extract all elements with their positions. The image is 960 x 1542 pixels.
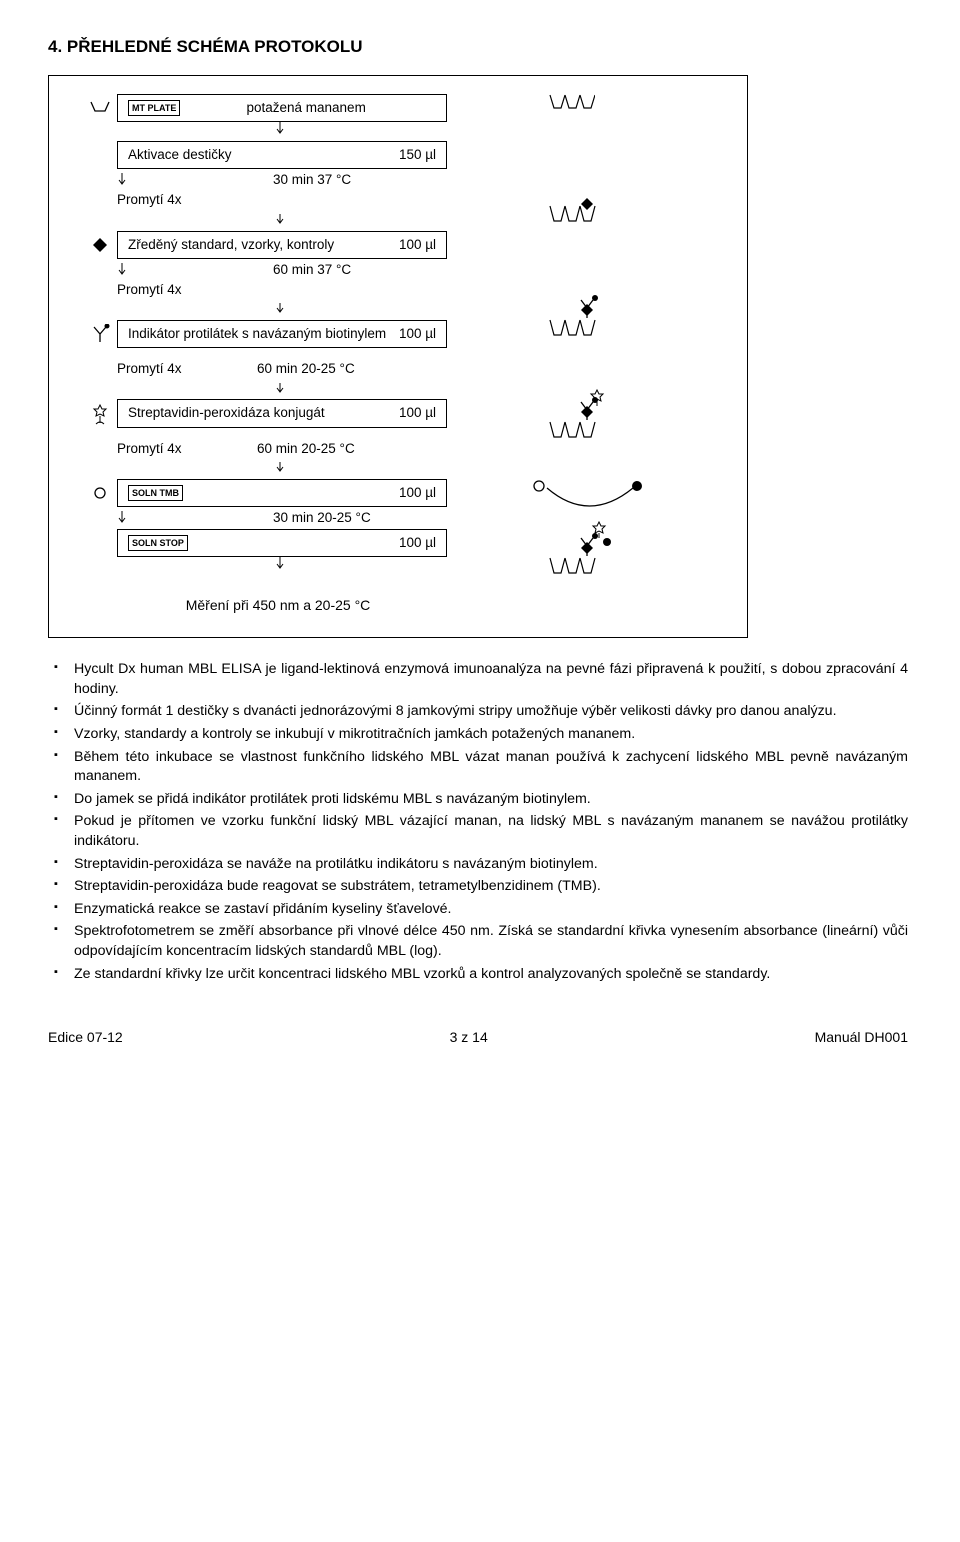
list-item: Streptavidin-peroxidáza se naváže na pro… [48, 855, 908, 875]
step-conjugate: Streptavidin-peroxidáza konjugát 100 µl [117, 399, 447, 427]
protocol-schema: MT PLATE potažená mananem Aktivace desti… [48, 75, 748, 638]
step-standard: Zředěný standard, vzorky, kontroly 100 µ… [117, 231, 447, 259]
bullet-list: Hycult Dx human MBL ELISA je ligand-lekt… [48, 660, 908, 984]
step2-time: 60 min 37 °C [273, 261, 351, 279]
soln-tmb-tag: SOLN TMB [128, 485, 183, 501]
enzyme-icon [83, 403, 117, 425]
wells-icon-1 [549, 94, 595, 112]
list-item: Účinný formát 1 destičky s dvanácti jedn… [48, 702, 908, 722]
diamond-icon [83, 237, 117, 253]
list-item: Hycult Dx human MBL ELISA je ligand-lekt… [48, 660, 908, 699]
step4-time: 60 min 20-25 °C [257, 440, 355, 458]
list-item: Během této inkubace se vlastnost funkční… [48, 748, 908, 787]
wash-2: Promytí 4x [117, 281, 257, 299]
mt-plate-tag: MT PLATE [128, 100, 180, 116]
footer-center: 3 z 14 [450, 1028, 488, 1047]
reaction-arc-icon [529, 476, 649, 516]
list-item: Enzymatická reakce se zastaví přidáním k… [48, 900, 908, 920]
plate-step: MT PLATE potažená mananem [117, 94, 447, 122]
page-footer: Edice 07-12 3 z 14 Manuál DH001 [48, 1028, 908, 1047]
plate-icon [83, 101, 117, 115]
list-item: Pokud je přítomen ve vzorku funkční lids… [48, 812, 908, 851]
wash-4: Promytí 4x [117, 440, 257, 458]
step1-time: 30 min 37 °C [273, 171, 351, 189]
measure-label: Měření při 450 nm a 20-25 °C [83, 596, 473, 615]
step-tmb: SOLN TMB 100 µl [117, 479, 447, 507]
wells-antibody-icon [549, 294, 609, 340]
step-stop: SOLN STOP 100 µl [117, 529, 447, 557]
wells-diamond-icon [549, 196, 599, 226]
step3-time: 60 min 20-25 °C [257, 360, 355, 378]
soln-stop-tag: SOLN STOP [128, 535, 188, 551]
tmb-time: 30 min 20-25 °C [273, 509, 371, 527]
list-item: Ze standardní křivky lze určit koncentra… [48, 965, 908, 985]
wells-full-complex-icon [549, 516, 619, 578]
footer-left: Edice 07-12 [48, 1028, 123, 1047]
step-indicator: Indikátor protilátek s navázaným biotiny… [117, 320, 447, 348]
wash-1: Promytí 4x [117, 191, 257, 209]
footer-right: Manuál DH001 [815, 1028, 908, 1047]
wells-enzyme-icon [549, 386, 613, 442]
step-activation: Aktivace destičky 150 µl [117, 141, 447, 169]
section-title: 4. PŘEHLEDNÉ SCHÉMA PROTOKOLU [48, 36, 912, 59]
wash-3: Promytí 4x [117, 360, 257, 378]
list-item: Spektrofotometrem se změří absorbance př… [48, 922, 908, 961]
circle-icon [83, 486, 117, 500]
list-item: Do jamek se přidá indikátor protilátek p… [48, 790, 908, 810]
antibody-icon [83, 324, 117, 344]
coated-label: potažená mananem [238, 99, 365, 117]
list-item: Vzorky, standardy a kontroly se inkubují… [48, 725, 908, 745]
list-item: Streptavidin-peroxidáza bude reagovat se… [48, 877, 908, 897]
